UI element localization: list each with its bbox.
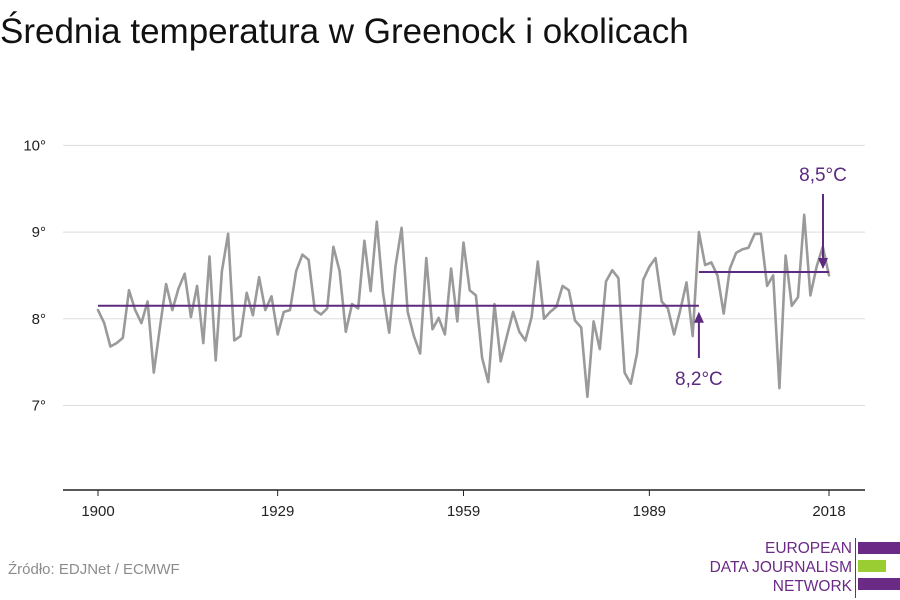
y-tick-label-7: 7° <box>32 398 46 415</box>
y-tick-label-9: 9° <box>32 224 46 241</box>
logo-bar-purple-bottom <box>858 578 900 590</box>
annotation-arrow-head-0 <box>693 311 704 323</box>
y-tick-label-10: 10° <box>23 137 46 154</box>
chart-title: Średnia temperatura w Greenock i okolica… <box>0 12 689 51</box>
series-line-0 <box>96 213 831 399</box>
logo-line-2: DATA JOURNALISM <box>709 559 852 576</box>
x-tick-label-1900: 1900 <box>81 503 114 520</box>
annotation-label-1: 8,5°C <box>799 165 847 186</box>
x-axis: 1900 1929 1959 1989 2018 <box>63 489 865 520</box>
logo-line-3: NETWORK <box>772 578 852 595</box>
logo-bar-purple-top <box>858 542 900 554</box>
edjnet-logo[interactable]: EUROPEAN DATA JOURNALISM NETWORK <box>700 538 900 598</box>
x-tick-label-1989: 1989 <box>633 503 666 520</box>
series-layer <box>96 213 831 399</box>
x-tick-label-1929: 1929 <box>261 503 294 520</box>
source-note: Źródło: EDJNet / ECMWF <box>8 561 180 578</box>
logo-divider <box>855 538 856 598</box>
gridlines <box>63 144 865 406</box>
reference-lines: 8,2°C 8,5°C <box>98 165 847 390</box>
y-tick-label-8: 8° <box>32 311 46 328</box>
annotation-arrow-head-1 <box>818 257 828 269</box>
y-axis-ticks: 7° 8° 9° 10° <box>23 137 46 414</box>
line-chart: 7° 8° 9° 10° 1900 1929 1959 1989 2018 8,2°C 8,5°… <box>23 137 865 520</box>
annotation-label-0: 8,2°C <box>675 369 723 390</box>
x-tick-label-2018: 2018 <box>812 503 845 520</box>
x-tick-label-1959: 1959 <box>447 503 480 520</box>
logo-bar-green <box>858 560 886 572</box>
logo-line-1: EUROPEAN <box>765 540 852 557</box>
